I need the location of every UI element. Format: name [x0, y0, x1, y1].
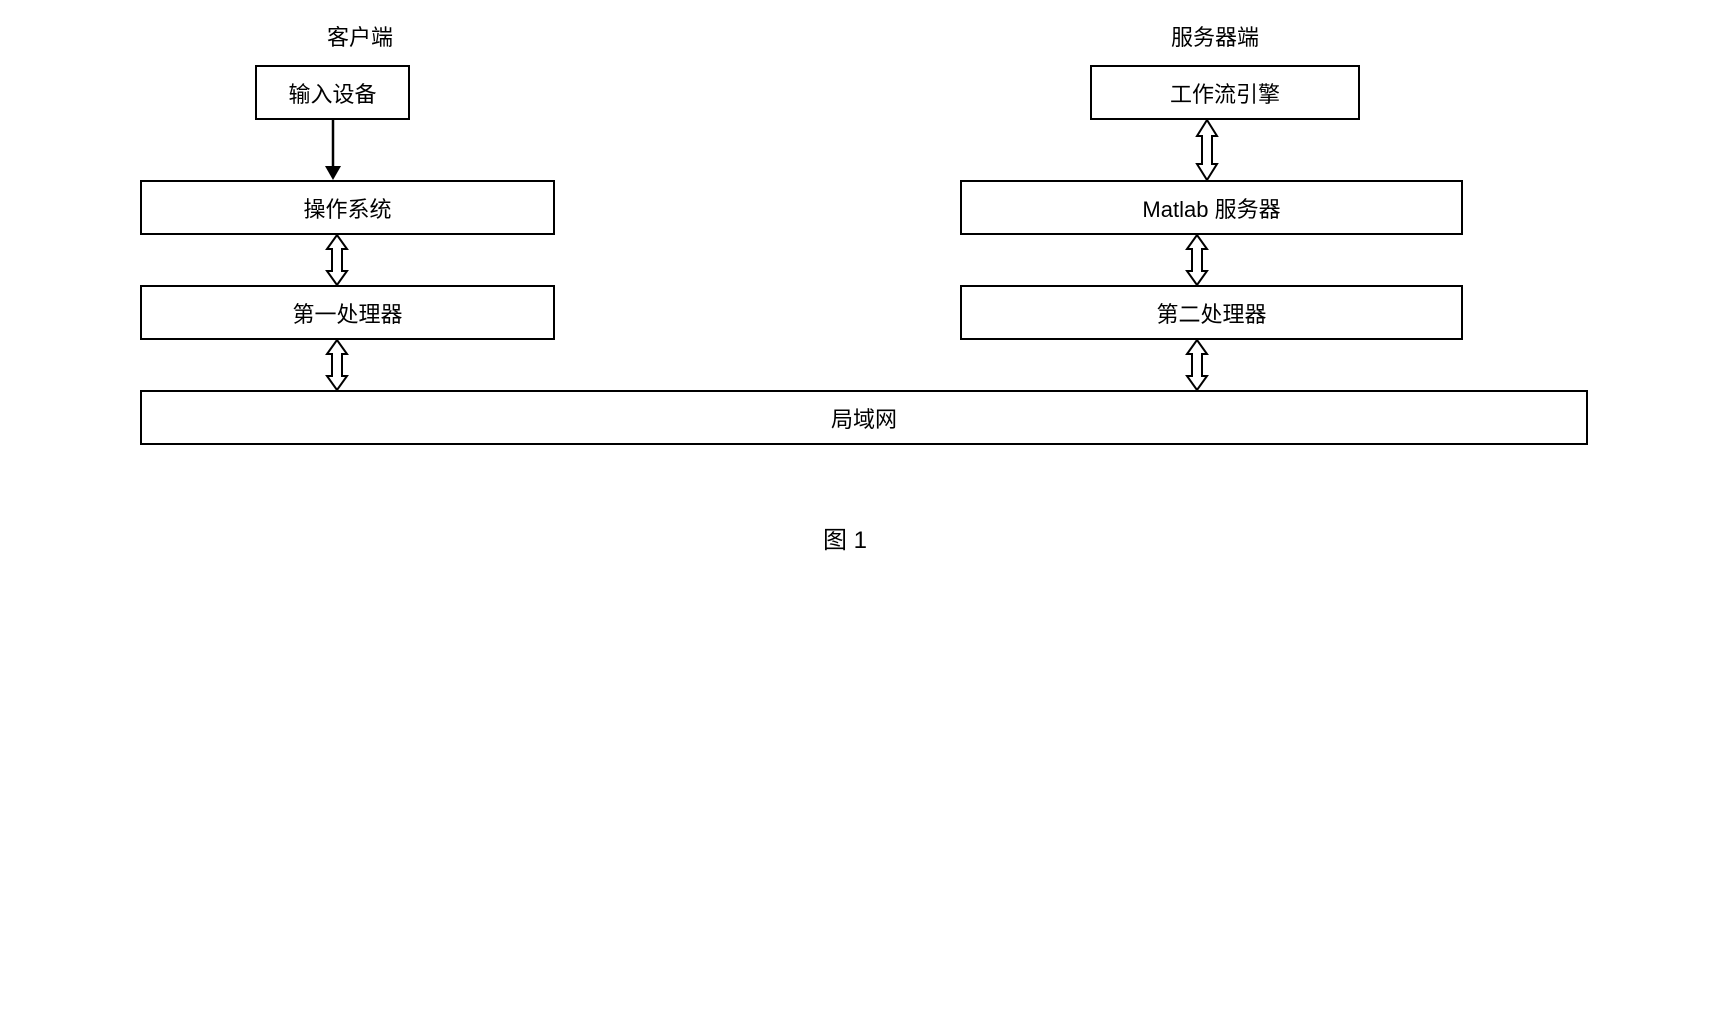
hollow-arrow-icon — [325, 235, 349, 285]
client-header-label: 客户端 — [327, 25, 393, 50]
input-device-label: 输入设备 — [288, 77, 376, 109]
matlab-server-label: Matlab 服务器 — [1142, 192, 1280, 224]
flowchart-diagram: 客户端 服务器端 输入设备 操作系统 第一处理器 工作流引擎 Matlab 服务… — [135, 20, 1595, 600]
processor1-box: 第一处理器 — [140, 285, 555, 340]
figure-label-text: 图 1 — [823, 527, 867, 554]
processor1-label: 第一处理器 — [292, 297, 402, 329]
hollow-arrow-icon — [1185, 340, 1209, 390]
input-device-box: 输入设备 — [255, 65, 410, 120]
workflow-engine-label: 工作流引擎 — [1170, 77, 1280, 109]
operating-system-box: 操作系统 — [140, 180, 555, 235]
hollow-arrow-icon — [325, 340, 349, 390]
arrow-solid-icon — [323, 120, 343, 180]
lan-box: 局域网 — [140, 390, 1588, 445]
lan-label: 局域网 — [831, 402, 897, 434]
matlab-server-box: Matlab 服务器 — [960, 180, 1463, 235]
figure-label: 图 1 — [795, 520, 895, 555]
processor2-box: 第二处理器 — [960, 285, 1463, 340]
server-header: 服务器端 — [1145, 20, 1285, 52]
processor2-label: 第二处理器 — [1156, 297, 1266, 329]
operating-system-label: 操作系统 — [303, 192, 391, 224]
workflow-engine-box: 工作流引擎 — [1090, 65, 1360, 120]
client-header: 客户端 — [300, 20, 420, 52]
hollow-arrow-icon — [1195, 120, 1219, 180]
hollow-arrow-icon — [1185, 235, 1209, 285]
server-header-label: 服务器端 — [1171, 25, 1259, 50]
